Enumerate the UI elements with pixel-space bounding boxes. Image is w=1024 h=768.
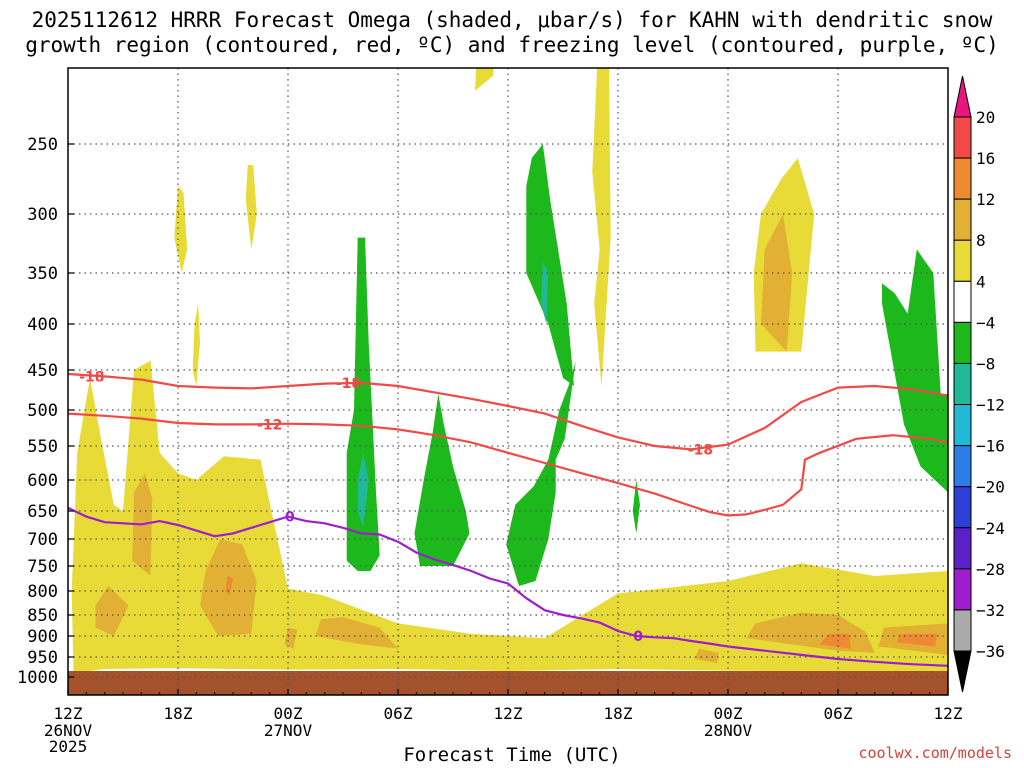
date-label-0-1: 2025 [49,737,88,756]
colorbar-segment-0 [953,116,972,159]
colorbar: 20 16 12 8 4 −4 −8 −12 −16 −20 −24 −28 −32 −36 [953,75,1005,693]
y-tick-label-400: 400 [27,315,58,335]
colorbar-label-6: −8 [976,354,995,373]
x-tick-label-18: 06Z [384,704,413,723]
y-tick-label-750: 750 [27,557,58,577]
y-tick-label-300: 300 [27,205,58,225]
colorbar-bottom-arrow [953,650,972,693]
colorbar-segment-7 [953,404,972,447]
y-tick-label-500: 500 [27,401,58,421]
omega-region-21 [506,360,576,586]
omega-region-23 [632,480,640,534]
date-label-0-0: 26NOV [44,721,93,740]
omega-region-6 [475,68,494,91]
omega-region-10 [315,617,398,649]
x-tick-label-36: 00Z [714,704,743,723]
colorbar-segment-6 [953,362,972,406]
colorbar-label-4: 4 [976,272,986,291]
date-label-36-0: 28NOV [704,721,753,740]
date-label-12-0: 27NOV [264,721,313,740]
colorbar-segment-1 [953,157,972,200]
omega-region-19 [346,237,380,571]
x-axis-title: Forecast Time (UTC) [403,744,621,766]
omega-region-22 [526,144,574,386]
colorbar-label-11: −28 [976,560,1005,579]
chart-title-line-2: growth region (contoured, red, ºC) and f… [25,33,999,57]
y-axis: 2503003504004505005506006507007508008509… [17,135,74,688]
omega-region-0 [71,360,948,673]
colorbar-label-1: 16 [976,149,995,168]
temperature-contours: -18 -18 -18 -12 0 0 [68,369,948,667]
omega-region-24 [882,249,948,493]
grid-lines [68,68,948,695]
dgz-minus12-line [68,412,948,517]
y-tick-label-950: 950 [27,648,58,668]
x-axis: 12Z 18Z 00Z 06Z 12Z 18Z 00Z 06Z 12Z26NOV202527NO… [44,689,963,756]
colorbar-label-10: −24 [976,519,1005,538]
y-tick-label-850: 850 [27,606,58,626]
chart-title-line-1: 2025112612 HRRR Forecast Omega (shaded, … [31,8,993,32]
dgz-minus18-label-0: -18 [79,369,104,385]
y-tick-label-650: 650 [27,502,58,522]
x-tick-label-30: 18Z [604,704,633,723]
colorbar-segment-4 [953,280,972,323]
omega-region-25 [357,452,369,528]
x-tick-label-42: 06Z [824,704,853,723]
freezing-level-0C-line [68,506,948,667]
omega-region-3 [174,186,188,273]
colorbar-segment-8 [953,445,972,488]
colorbar-segment-3 [953,239,972,282]
omega-region-9 [95,586,129,636]
colorbar-label-3: 8 [976,231,986,250]
colorbar-label-13: −36 [976,642,1005,661]
y-tick-label-900: 900 [27,627,58,647]
colorbar-segment-11 [953,568,972,611]
colorbar-label-2: 12 [976,190,995,209]
colorbar-segment-5 [953,321,972,364]
colorbar-label-5: −4 [976,313,995,332]
omega-region-11 [284,627,298,649]
dgz-minus18-label-1: -18 [336,376,361,392]
y-tick-label-550: 550 [27,437,58,457]
dgz-minus18-label-2: -18 [688,442,713,458]
colorbar-segment-9 [953,486,972,529]
y-tick-label-700: 700 [27,530,58,550]
colorbar-segment-2 [953,198,972,241]
colorbar-segment-10 [953,527,972,570]
colorbar-label-0: 20 [976,108,995,127]
omega-region-4 [245,165,257,250]
omega-region-12 [761,214,793,352]
y-tick-label-600: 600 [27,471,58,491]
omega-region-17 [819,633,851,649]
omega-region-26 [541,261,549,324]
freezing-level-0C-label-0: 0 [285,510,295,526]
y-tick-label-800: 800 [27,582,58,602]
dgz-minus18-line [68,372,948,451]
omega-region-18 [896,633,937,647]
omega-region-5 [192,303,200,386]
omega-region-15 [695,648,719,663]
site-credit: coolwx.com/models [858,744,1012,762]
x-tick-label-48: 12Z [934,704,963,723]
colorbar-top-arrow [953,75,972,118]
colorbar-label-9: −20 [976,478,1005,497]
omega-region-2 [592,68,611,386]
x-tick-label-12: 00Z [274,704,303,723]
dgz-minus12-label-0: -12 [257,417,282,433]
y-tick-label-350: 350 [27,264,58,284]
y-tick-label-1000: 1000 [17,668,58,688]
x-tick-label-0: 12Z [54,704,83,723]
omega-shading [71,68,948,673]
colorbar-label-7: −12 [976,396,1005,415]
freezing-level-0C-label-1: 0 [633,629,643,645]
colorbar-label-8: −16 [976,437,1005,456]
x-tick-label-6: 18Z [164,704,193,723]
colorbar-label-12: −32 [976,601,1005,620]
x-tick-label-24: 12Z [494,704,523,723]
y-tick-label-250: 250 [27,135,58,155]
colorbar-segment-12 [953,609,972,652]
y-tick-label-450: 450 [27,361,58,381]
